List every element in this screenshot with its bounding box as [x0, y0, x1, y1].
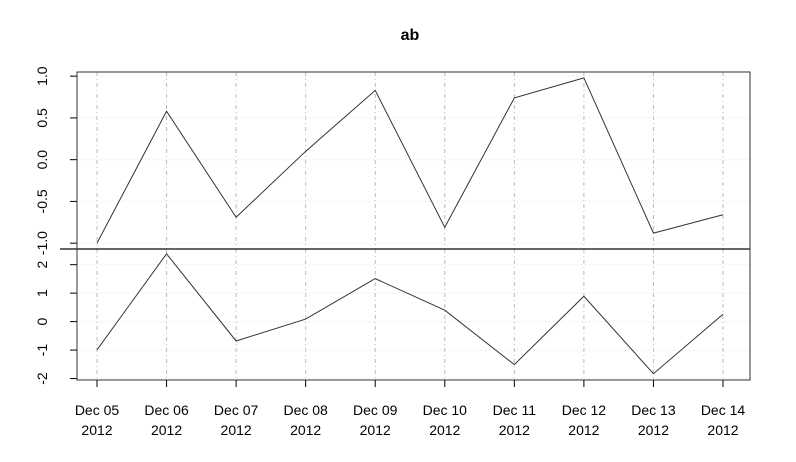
y-tick-label: -2 — [34, 372, 50, 385]
y-tick-label: -1.0 — [34, 231, 50, 255]
x-tick-label: Dec 07 — [214, 402, 259, 418]
y-tick-label: 2 — [34, 261, 50, 269]
y-tick-label: -1 — [34, 344, 50, 357]
data-line — [96, 77, 724, 244]
y-tick-label: -0.5 — [34, 189, 50, 213]
x-tick-label: Dec 11 — [493, 402, 537, 418]
x-tick-label: Dec 12 — [562, 402, 607, 418]
x-tick-label: Dec 06 — [144, 402, 189, 418]
x-tick-label: Dec 05 — [75, 402, 120, 418]
x-tick-label: Dec 08 — [283, 402, 328, 418]
x-tick-label: Dec 13 — [631, 402, 676, 418]
x-tick-label: 2012 — [221, 422, 252, 438]
y-tick-label: 1.0 — [34, 66, 50, 86]
x-tick-label: Dec 09 — [353, 402, 398, 418]
x-tick-label: 2012 — [151, 422, 182, 438]
x-tick-label: 2012 — [638, 422, 669, 438]
x-tick-label: 2012 — [429, 422, 460, 438]
chart-title: ab — [401, 27, 420, 44]
x-tick-label: 2012 — [499, 422, 530, 438]
data-line — [96, 253, 724, 375]
x-tick-label: Dec 10 — [423, 402, 468, 418]
x-tick-label: 2012 — [81, 422, 112, 438]
y-tick-label: 1 — [34, 289, 50, 297]
x-tick-label: Dec 14 — [701, 402, 746, 418]
x-tick-label: 2012 — [707, 422, 738, 438]
x-tick-label: 2012 — [290, 422, 321, 438]
y-tick-label: 0 — [34, 318, 50, 326]
y-tick-label: 0.5 — [34, 108, 50, 128]
y-tick-label: 0.0 — [34, 150, 50, 170]
x-tick-label: 2012 — [360, 422, 391, 438]
x-tick-label: 2012 — [568, 422, 599, 438]
